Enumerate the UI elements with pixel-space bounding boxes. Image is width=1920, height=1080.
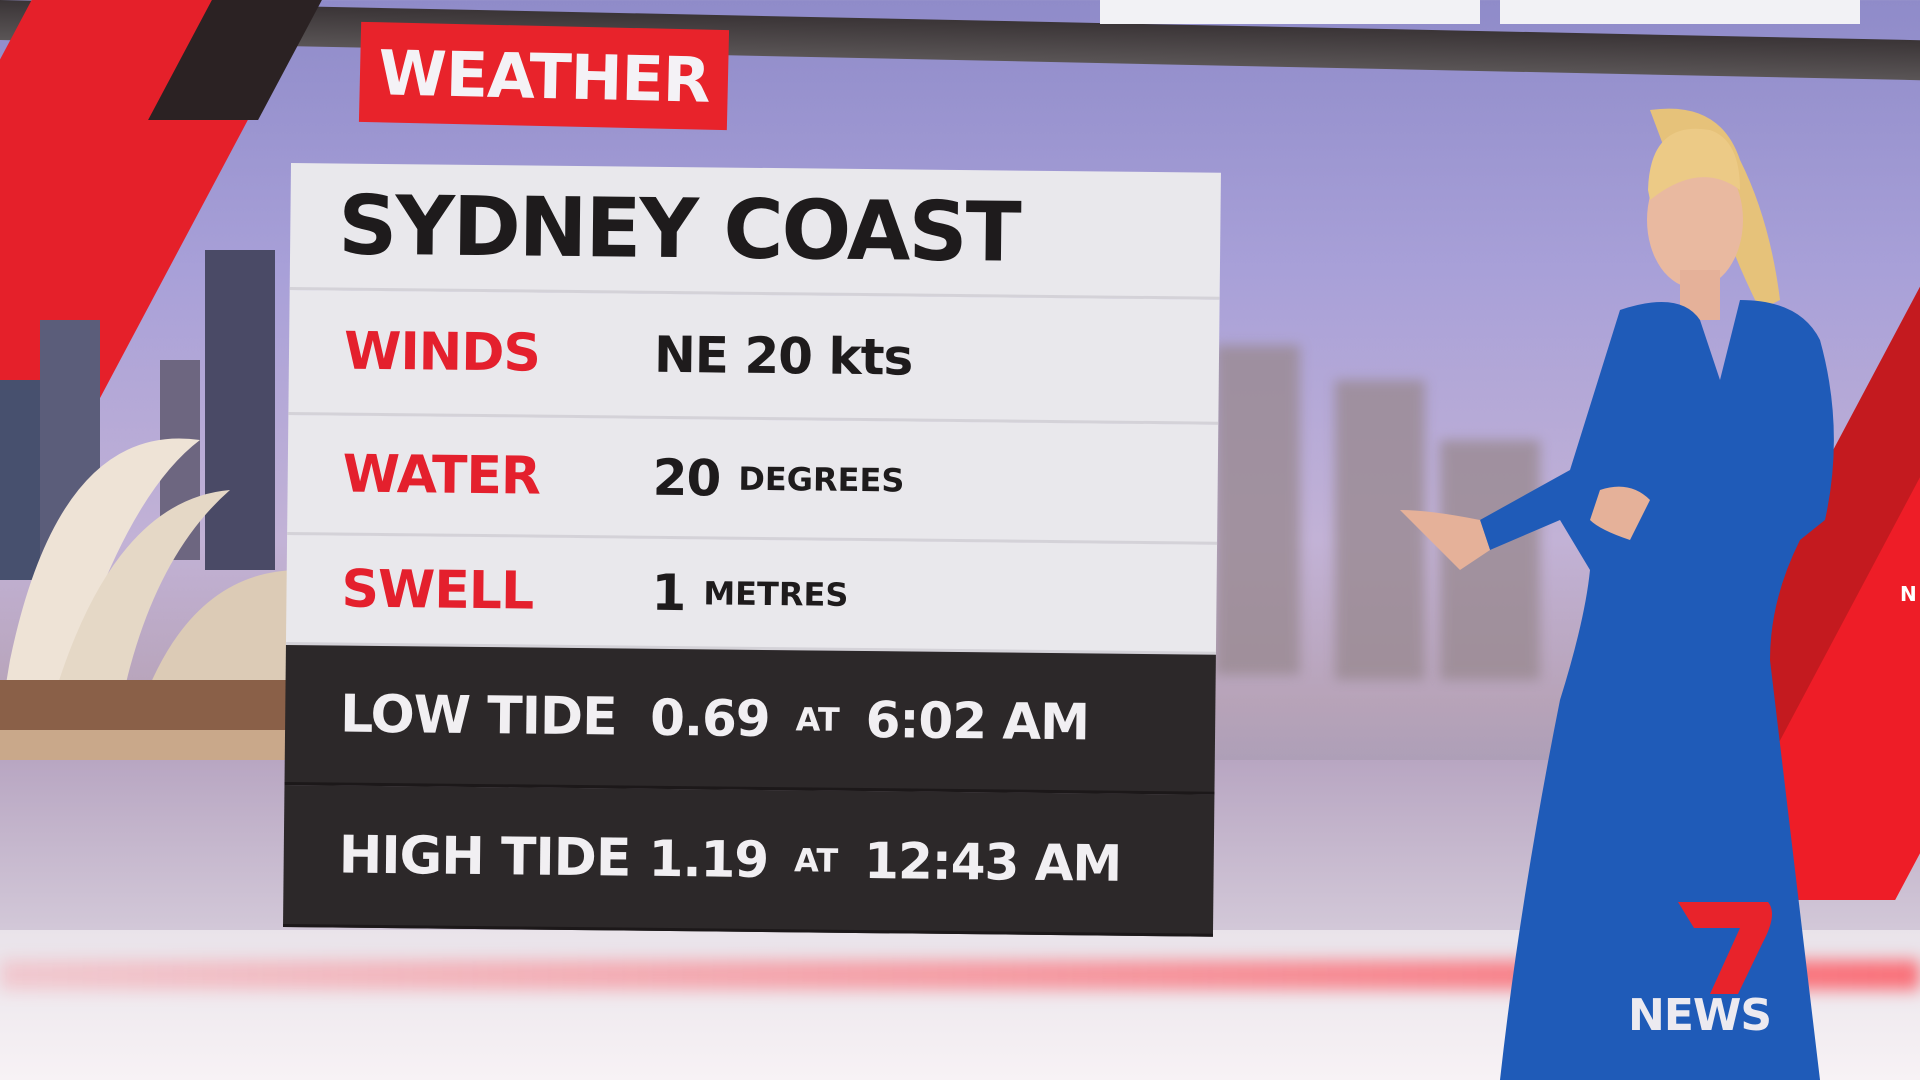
low-tide-label: LOW TIDE — [339, 684, 617, 747]
panel-title: SYDNEY COAST — [337, 178, 1021, 281]
background-edge-text: N — [1900, 582, 1917, 606]
seven-numeral-icon — [1678, 902, 1772, 994]
ceiling-light — [1100, 0, 1480, 24]
winds-value: NE 20 kts — [653, 325, 913, 387]
water-unit: DEGREES — [738, 459, 905, 499]
high-tide-at: AT — [793, 840, 839, 880]
low-tide-time: 6:02 AM — [865, 690, 1090, 751]
high-tide-label: HIGH TIDE — [338, 825, 631, 889]
winds-row: WINDS NE 20 kts — [288, 289, 1220, 425]
low-tide-at: AT — [795, 699, 840, 739]
swell-row: SWELL 1 METRES — [285, 534, 1218, 655]
water-row: WATER 20 DEGREES — [287, 414, 1219, 545]
water-label: WATER — [342, 444, 541, 507]
swell-label: SWELL — [341, 559, 534, 622]
swell-unit: METRES — [703, 573, 849, 614]
high-tide-height: 1.19 — [648, 829, 769, 889]
low-tide-row: LOW TIDE 0.69 AT 6:02 AM — [284, 644, 1216, 795]
logo-news-text: NEWS — [1628, 990, 1772, 1041]
low-tide-height: 0.69 — [649, 688, 770, 748]
high-tide-row: HIGH TIDE 1.19 AT 12:43 AM — [282, 784, 1215, 937]
presenter-figure — [1400, 108, 1834, 1080]
city-building — [1335, 380, 1425, 680]
panel-title-row: SYDNEY COAST — [289, 163, 1221, 300]
ceiling-light — [1500, 0, 1860, 24]
city-building — [1215, 345, 1300, 675]
winds-label: WINDS — [343, 321, 541, 384]
coast-conditions-panel: SYDNEY COAST WINDS NE 20 kts WATER 20 DE… — [282, 163, 1221, 941]
swell-value: 1 — [651, 563, 686, 622]
high-tide-time: 12:43 AM — [863, 831, 1122, 893]
seven-news-logo: NEWS — [1628, 902, 1798, 1041]
water-value: 20 — [652, 448, 721, 508]
opera-house-skyline-image — [0, 250, 310, 760]
weather-badge: WEATHER — [358, 21, 730, 131]
